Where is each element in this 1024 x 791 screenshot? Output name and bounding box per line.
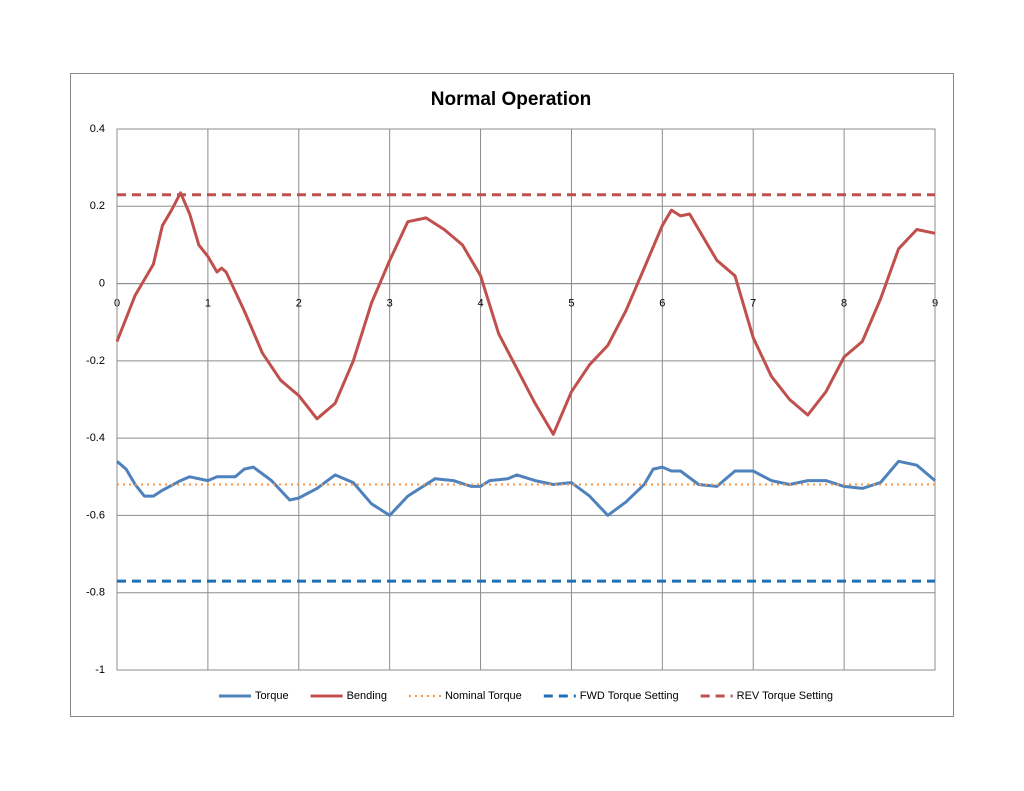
x-tick-label: 5 — [568, 297, 574, 309]
series-line — [116, 459, 936, 517]
x-tick-label: 1 — [205, 297, 211, 309]
legend-label: FWD Torque Setting — [580, 690, 679, 702]
chart-border — [70, 73, 954, 717]
series-line — [115, 191, 936, 436]
legend-label: Bending — [347, 690, 387, 702]
y-tick-label: -1 — [95, 664, 105, 676]
x-tick-label: 7 — [750, 297, 756, 309]
x-tick-label: 4 — [477, 297, 483, 309]
x-tick-label: 2 — [296, 297, 302, 309]
chart-title: Normal Operation — [431, 89, 591, 110]
y-tick-label: -0.6 — [86, 509, 105, 521]
y-tick-label: 0.2 — [90, 200, 105, 212]
legend-label: Torque — [255, 690, 289, 702]
y-tick-label: 0.4 — [90, 123, 105, 135]
legend-label: REV Torque Setting — [737, 690, 833, 702]
x-tick-label: 3 — [387, 297, 393, 309]
y-tick-label: -0.4 — [86, 432, 105, 444]
x-tick-label: 6 — [659, 297, 665, 309]
y-tick-label: -0.2 — [86, 355, 105, 367]
y-tick-label: 0 — [99, 277, 105, 289]
legend-label: Nominal Torque — [445, 690, 522, 702]
x-tick-label: 8 — [841, 297, 847, 309]
y-tick-label: -0.8 — [86, 587, 105, 599]
plot-border — [116, 128, 936, 671]
